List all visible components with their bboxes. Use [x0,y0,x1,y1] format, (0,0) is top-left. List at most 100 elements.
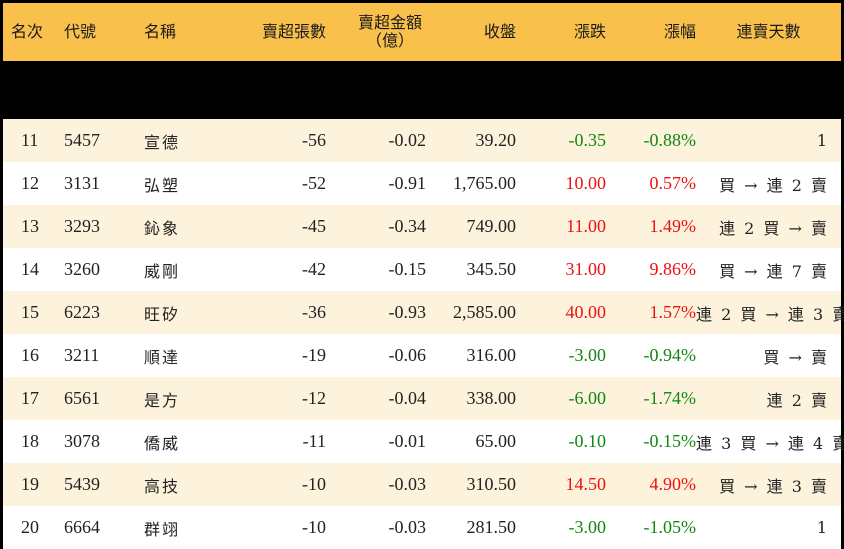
cell-name[interactable]: 鈊象 [144,218,181,238]
cell-net-sell-amount: -0.02 [388,130,427,150]
cell-net-sell-lots: -56 [302,130,326,150]
table-row[interactable]: 16 3211 順達 -19 -0.06 316.00 -3.00 -0.94%… [3,334,841,377]
table-row[interactable]: 17 6561 是方 -12 -0.04 338.00 -6.00 -1.74%… [3,377,841,420]
cell-change: 31.00 [565,259,607,279]
cell-close: 2,585.00 [453,302,516,322]
cell-code[interactable]: 5439 [64,474,100,494]
header-code[interactable]: 代號 [64,22,97,41]
table-frame: 名次 代號 名稱 賣超張數 賣超金額 （億） 收盤 漲跌 漲幅 連賣天數 11 … [3,3,844,549]
cell-change-pct: 9.86% [649,259,697,279]
header-close[interactable]: 收盤 [483,22,516,41]
cell-net-sell-lots: -36 [302,302,326,322]
table-row[interactable]: 20 6664 群翊 -10 -0.03 281.50 -3.00 -1.05%… [3,506,841,549]
cell-rank: 18 [21,431,39,451]
cell-change: 14.50 [565,474,607,494]
header-name[interactable]: 名稱 [144,22,177,41]
header-divider [3,61,841,119]
cell-close: 310.50 [466,474,517,494]
cell-rank: 14 [21,259,39,279]
cell-change-pct: 4.90% [649,474,697,494]
table-row[interactable]: 13 3293 鈊象 -45 -0.34 749.00 11.00 1.49% … [3,205,841,248]
cell-rank: 20 [21,517,39,537]
cell-name[interactable]: 僑威 [144,433,181,453]
cell-net-sell-lots: -45 [302,216,326,236]
cell-name[interactable]: 旺矽 [144,304,181,324]
cell-streak: 1 [816,131,829,150]
cell-change: -0.35 [568,130,607,150]
cell-change: -0.10 [568,431,607,451]
header-change[interactable]: 漲跌 [573,22,606,41]
cell-net-sell-lots: -10 [302,517,326,537]
cell-net-sell-amount: -0.34 [388,216,427,236]
table-row[interactable]: 15 6223 旺矽 -36 -0.93 2,585.00 40.00 1.57… [3,291,844,334]
cell-net-sell-amount: -0.03 [388,517,427,537]
table-row[interactable]: 19 5439 高技 -10 -0.03 310.50 14.50 4.90% … [3,463,841,506]
cell-change-pct: -0.94% [643,345,697,365]
cell-change-pct: -1.74% [643,388,697,408]
cell-name[interactable]: 宣德 [144,132,181,152]
cell-close: 65.00 [475,431,517,451]
cell-code[interactable]: 6664 [64,517,100,537]
cell-rank: 17 [21,388,39,408]
cell-streak: 連 2 買 → 連 3 賣 [696,304,844,324]
header-net-sell-lots[interactable]: 賣超張數 [261,22,326,41]
cell-change: 11.00 [566,216,606,236]
cell-streak: 連 3 買 → 連 4 賣 [696,433,844,453]
cell-change-pct: -0.15% [643,431,697,451]
header-net-sell-amount-line2: （億） [365,31,414,50]
cell-change: -3.00 [568,517,607,537]
cell-streak: 買 → 賣 [763,347,829,367]
table-row[interactable]: 14 3260 威剛 -42 -0.15 345.50 31.00 9.86% … [3,248,841,291]
cell-change: 10.00 [565,173,607,193]
cell-change: -6.00 [568,388,607,408]
cell-net-sell-lots: -42 [302,259,326,279]
cell-streak: 買 → 連 3 賣 [719,476,829,496]
cell-change-pct: 0.57% [649,173,697,193]
header-streak-days[interactable]: 連賣天數 [736,22,801,41]
cell-code[interactable]: 6561 [64,388,100,408]
cell-code[interactable]: 3131 [64,173,100,193]
cell-change: -3.00 [568,345,607,365]
cell-close: 281.50 [466,517,517,537]
table-row[interactable]: 18 3078 僑威 -11 -0.01 65.00 -0.10 -0.15% … [3,420,844,463]
cell-net-sell-amount: -0.93 [388,302,427,322]
cell-close: 338.00 [466,388,517,408]
table-row[interactable]: 12 3131 弘塑 -52 -0.91 1,765.00 10.00 0.57… [3,162,841,205]
cell-net-sell-amount: -0.01 [388,431,427,451]
cell-net-sell-amount: -0.04 [388,388,427,408]
cell-change: 40.00 [565,302,607,322]
cell-streak: 買 → 連 2 賣 [719,175,829,195]
cell-change-pct: -1.05% [643,517,697,537]
cell-code[interactable]: 3293 [64,216,100,236]
table-row[interactable]: 11 5457 宣德 -56 -0.02 39.20 -0.35 -0.88% … [3,119,841,162]
net-sell-ranking-table: 名次 代號 名稱 賣超張數 賣超金額 （億） 收盤 漲跌 漲幅 連賣天數 11 … [3,3,844,549]
cell-close: 749.00 [466,216,517,236]
cell-change-pct: 1.49% [649,216,697,236]
header-change-pct[interactable]: 漲幅 [663,22,696,41]
cell-code[interactable]: 3211 [64,345,100,365]
header-net-sell-amount[interactable]: 賣超金額 （億） [326,3,426,61]
cell-rank: 11 [21,130,39,150]
table-header-row: 名次 代號 名稱 賣超張數 賣超金額 （億） 收盤 漲跌 漲幅 連賣天數 [3,3,841,61]
cell-name[interactable]: 是方 [144,390,181,410]
cell-code[interactable]: 6223 [64,302,100,322]
cell-streak: 連 2 賣 [766,390,829,410]
cell-net-sell-lots: -11 [302,431,326,451]
cell-rank: 13 [21,216,39,236]
cell-code[interactable]: 5457 [64,130,100,150]
cell-name[interactable]: 順達 [144,347,181,367]
header-net-sell-amount-line1: 賣超金額 [357,13,422,32]
cell-name[interactable]: 群翊 [144,519,181,539]
cell-net-sell-lots: -12 [302,388,326,408]
cell-change-pct: -0.88% [643,130,697,150]
cell-net-sell-lots: -10 [302,474,326,494]
cell-close: 345.50 [466,259,517,279]
header-rank[interactable]: 名次 [11,22,44,41]
cell-code[interactable]: 3260 [64,259,100,279]
cell-name[interactable]: 弘塑 [144,175,181,195]
cell-net-sell-amount: -0.15 [388,259,427,279]
cell-code[interactable]: 3078 [64,431,100,451]
cell-name[interactable]: 高技 [144,476,181,496]
cell-name[interactable]: 威剛 [144,261,181,281]
cell-change-pct: 1.57% [649,302,697,322]
